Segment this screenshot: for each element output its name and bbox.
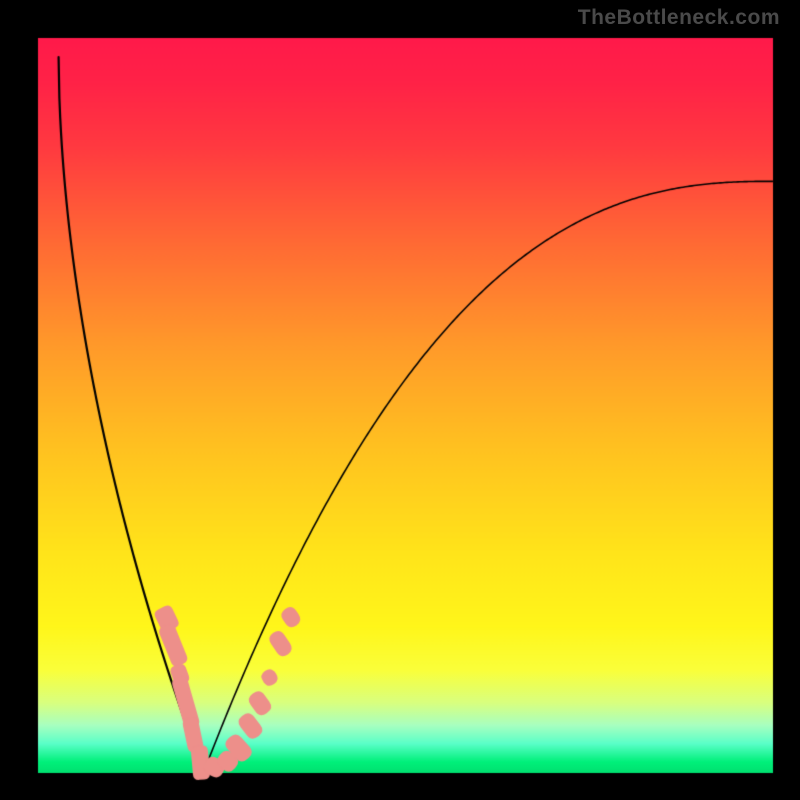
chart-root: TheBottleneck.com: [0, 0, 800, 800]
watermark-text: TheBottleneck.com: [578, 6, 780, 30]
curve-layer: [0, 0, 800, 800]
